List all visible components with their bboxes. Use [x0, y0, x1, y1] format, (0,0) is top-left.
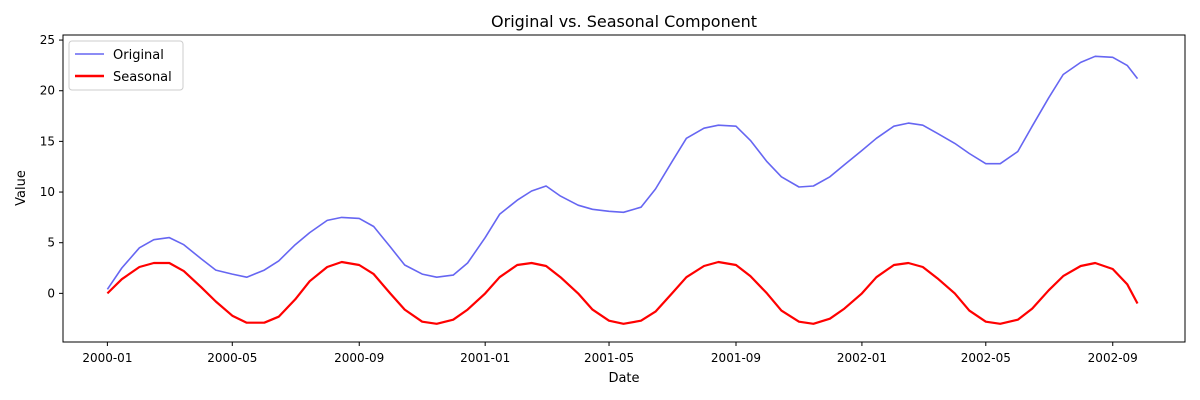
plot-frame — [62, 34, 1186, 343]
y-tick-label: 20 — [40, 84, 55, 98]
y-axis: 0 5 10 15 20 25 — [40, 33, 63, 300]
y-tick-label: 5 — [47, 236, 55, 250]
x-axis-title: Date — [608, 371, 639, 386]
x-tick-label: 2001-05 — [584, 351, 634, 365]
x-tick-label: 2000-05 — [207, 351, 257, 365]
chart-title: Original vs. Seasonal Component — [491, 12, 757, 31]
x-axis: 2000-01 2000-05 2000-09 2001-01 2001-05 2001-… — [82, 342, 1138, 365]
x-tick-label: 2002-01 — [837, 351, 887, 365]
x-tick-label: 2001-09 — [711, 351, 761, 365]
x-tick-label: 2002-09 — [1088, 351, 1138, 365]
legend-label-original: Original — [113, 48, 164, 63]
y-tick-label: 15 — [40, 134, 55, 148]
y-tick-label: 25 — [40, 33, 55, 47]
series-line-seasonal — [106, 260, 1139, 325]
plot-area — [106, 55, 1139, 325]
legend: Original Seasonal — [68, 40, 184, 91]
x-tick-label: 2000-01 — [82, 351, 132, 365]
legend-label-seasonal: Seasonal — [113, 70, 172, 85]
series-line-original — [106, 55, 1139, 290]
x-tick-label: 2001-01 — [460, 351, 510, 365]
x-tick-label: 2000-09 — [334, 351, 384, 365]
x-tick-label: 2002-05 — [961, 351, 1011, 365]
y-tick-label: 10 — [40, 185, 55, 199]
y-axis-title: Value — [14, 170, 29, 206]
y-tick-label: 0 — [47, 286, 55, 300]
